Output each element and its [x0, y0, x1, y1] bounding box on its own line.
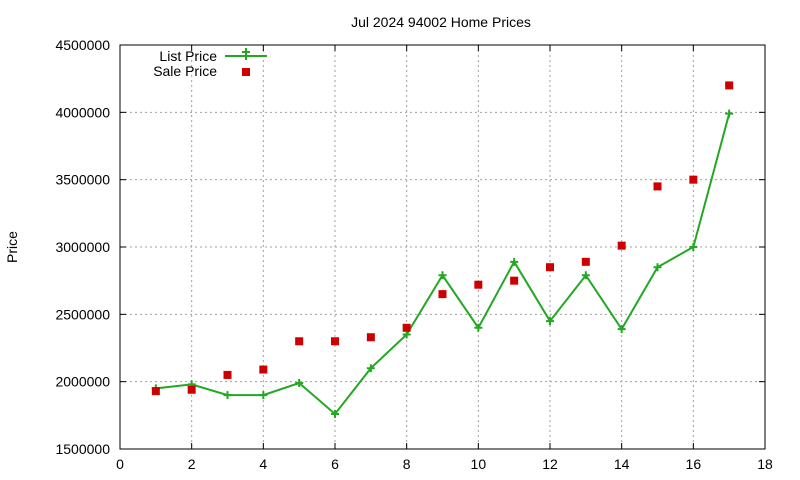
list-price-point [617, 325, 626, 334]
legend-marker-sale-price [242, 68, 250, 76]
y-tick-label: 3500000 [55, 172, 110, 188]
sale-price-point [187, 385, 196, 394]
list-price-point [653, 263, 662, 272]
list-price-point [510, 257, 519, 266]
sale-price-point [438, 290, 447, 299]
sale-price-point [366, 333, 375, 342]
sale-price-point [259, 365, 268, 374]
list-price-point [474, 323, 483, 332]
sale-price-point [295, 337, 304, 346]
sale-price-point [581, 257, 590, 266]
legend-marker-list-price [242, 48, 250, 60]
series [151, 81, 734, 418]
sale-price-point [331, 337, 339, 346]
list-price-point [331, 409, 339, 418]
legend-label-list-price: List Price [159, 48, 217, 64]
x-tick-label: 10 [471, 456, 487, 472]
y-tick-label: 2000000 [55, 374, 110, 390]
list-price-point [581, 271, 590, 280]
grid [120, 45, 765, 449]
y-tick-label: 4000000 [55, 104, 110, 120]
x-tick-label: 6 [331, 456, 339, 472]
list-price-point [259, 391, 268, 400]
axis-ticks: 0 2 4 6 8 10 12 14 16 18 1500000 2000000 2500000 3000… [55, 37, 773, 472]
legend: List Price Sale Price [153, 48, 267, 79]
list-price-point [402, 330, 411, 339]
list-price-point [223, 391, 232, 400]
y-axis-label: Price [4, 231, 20, 263]
x-tick-label: 2 [188, 456, 196, 472]
list-price-point [366, 364, 375, 373]
x-tick-label: 0 [116, 456, 124, 472]
x-tick-label: 12 [542, 456, 558, 472]
y-tick-label: 3000000 [55, 239, 110, 255]
sale-price-point [546, 263, 554, 272]
sale-price-point [474, 280, 483, 289]
list-price-point [546, 317, 554, 326]
sale-price-point [151, 387, 160, 396]
x-tick-label: 16 [686, 456, 702, 472]
list-price-point [689, 243, 698, 251]
x-tick-label: 18 [757, 456, 773, 472]
list-price-point [438, 271, 447, 280]
y-tick-label: 1500000 [55, 441, 110, 457]
list-price-point [725, 109, 734, 118]
sale-price-point [689, 175, 698, 184]
x-tick-label: 14 [614, 456, 630, 472]
sale-price-point [617, 241, 626, 250]
x-tick-label: 4 [259, 456, 267, 472]
sale-price-point [725, 81, 734, 90]
x-tick-label: 8 [403, 456, 411, 472]
legend-label-sale-price: Sale Price [153, 63, 217, 79]
list-price-point [295, 379, 304, 388]
sale-price-point [653, 182, 662, 191]
chart-title: Jul 2024 94002 Home Prices [351, 14, 531, 30]
series-line-list-price [155, 113, 731, 416]
sale-price-point [223, 370, 232, 379]
y-tick-label: 4500000 [55, 37, 110, 53]
sale-price-point [510, 276, 519, 285]
sale-price-point [402, 323, 411, 332]
y-tick-label: 2500000 [55, 306, 110, 322]
